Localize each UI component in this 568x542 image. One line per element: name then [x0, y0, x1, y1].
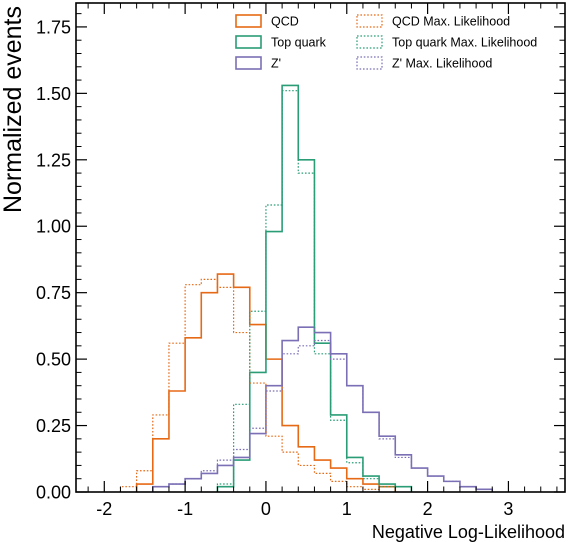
series-1-line	[216, 84, 413, 492]
x-tick-label: 2	[423, 499, 433, 519]
legend-swatch	[235, 56, 262, 70]
x-tick-label: 1	[342, 499, 352, 519]
x-tick-label: -2	[96, 499, 112, 519]
legend-label: Z'	[271, 57, 281, 71]
legend-label: Top quark Max. Likelihood	[392, 36, 537, 50]
legend-swatch	[356, 56, 383, 70]
legend-swatch	[235, 14, 262, 28]
legend-label: Top quark	[271, 36, 327, 50]
x-axis-title: Negative Log-Likelihood	[372, 522, 565, 542]
legend-swatch	[356, 35, 383, 49]
series-4-line	[216, 90, 396, 492]
legend: QCD Top quark Z' QCD Max. Likelihood Top qua…	[235, 14, 537, 71]
series-2-line	[151, 326, 494, 492]
y-tick-label: 1.00	[36, 217, 71, 237]
tick-layer: -2 -1 0 1 2 3 0.00 0.25 0.50 0.75 1.00 1.25 1.50 1.75	[36, 3, 565, 519]
series-layer	[119, 84, 494, 492]
legend-label: Z' Max. Likelihood	[392, 57, 492, 71]
y-tick-label: 0.75	[36, 283, 71, 303]
y-tick-label: 0.50	[36, 350, 71, 370]
x-tick-label: -1	[177, 499, 193, 519]
y-tick-label: 1.75	[36, 17, 71, 37]
legend-label: QCD	[271, 15, 299, 29]
y-axis-title: Normalized events	[0, 6, 27, 213]
x-tick-label: 3	[503, 499, 513, 519]
y-tick-label: 0.25	[36, 416, 71, 436]
plot-frame	[75, 2, 566, 493]
x-tick-label: 0	[261, 499, 271, 519]
y-tick-label: 1.25	[36, 150, 71, 170]
y-tick-label: 0.00	[36, 483, 71, 503]
series-5-line	[152, 339, 493, 492]
legend-label: QCD Max. Likelihood	[392, 15, 510, 29]
legend-swatch	[356, 14, 383, 28]
series-3-line	[119, 278, 380, 492]
legend-swatch	[235, 35, 262, 49]
y-tick-label: 1.50	[36, 84, 71, 104]
